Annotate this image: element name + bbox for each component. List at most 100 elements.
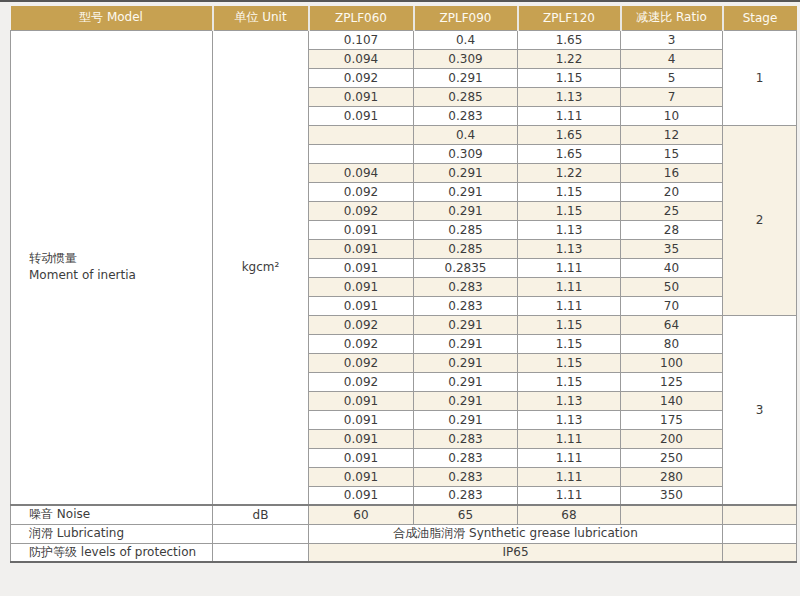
ratio-value-cell: 280	[621, 467, 723, 486]
zplf120-value-cell: 1.11	[518, 277, 621, 296]
zplf090-value-cell: 0.283	[414, 106, 518, 125]
noise-unit: dB	[213, 505, 309, 524]
zplf090-value-cell: 0.291	[414, 410, 518, 429]
header-cell-model: 型号 Model	[11, 6, 213, 30]
zplf120-value-cell: 1.15	[518, 372, 621, 391]
noise-stage-cell	[723, 505, 797, 524]
header-cell-zplf120: ZPLF120	[518, 6, 621, 30]
protection-value-cell: IP65	[309, 543, 723, 562]
zplf060-value-cell: 0.091	[309, 277, 414, 296]
stage-cell-3: 3	[723, 315, 797, 505]
zplf060-value-cell: 0.091	[309, 239, 414, 258]
ratio-value-cell: 64	[621, 315, 723, 334]
lubricating-unit-cell	[213, 524, 309, 543]
ratio-value-cell: 20	[621, 182, 723, 201]
zplf090-value-cell: 0.283	[414, 429, 518, 448]
zplf120-value-cell: 1.13	[518, 391, 621, 410]
zplf120-value-cell: 1.11	[518, 467, 621, 486]
zplf060-value-cell: 0.091	[309, 220, 414, 239]
zplf060-value-cell: 0.092	[309, 68, 414, 87]
zplf090-value-cell: 0.291	[414, 182, 518, 201]
zplf090-value-cell: 0.285	[414, 220, 518, 239]
zplf060-value-cell: 0.091	[309, 391, 414, 410]
zplf090-value-cell: 0.309	[414, 49, 518, 68]
zplf120-value-cell: 1.15	[518, 182, 621, 201]
noise-label: 噪音 Noise	[11, 505, 213, 524]
lubricating-row: 润滑 Lubricating 合成油脂润滑 Synthetic grease l…	[11, 524, 797, 543]
ratio-value-cell: 4	[621, 49, 723, 68]
ratio-value-cell: 28	[621, 220, 723, 239]
zplf090-value-cell: 0.291	[414, 201, 518, 220]
zplf090-value-cell: 0.283	[414, 486, 518, 505]
zplf060-value-cell: 0.092	[309, 353, 414, 372]
zplf060-value-cell: 0.092	[309, 372, 414, 391]
ratio-value-cell: 40	[621, 258, 723, 277]
inertia-body: 转动惯量Moment of inertiakgcm²0.1070.41.6531…	[11, 30, 797, 505]
protection-stage-cell	[723, 543, 797, 562]
header-cell-zplf090: ZPLF090	[414, 6, 518, 30]
zplf120-value-cell: 1.22	[518, 163, 621, 182]
table-header: 型号 Model 单位 Unit ZPLF060 ZPLF090 ZPLF120…	[11, 6, 797, 30]
ratio-value-cell: 125	[621, 372, 723, 391]
ratio-value-cell: 5	[621, 68, 723, 87]
zplf090-value-cell: 0.283	[414, 296, 518, 315]
zplf120-value-cell: 1.13	[518, 410, 621, 429]
zplf090-value-cell: 0.4	[414, 30, 518, 49]
ratio-value-cell: 10	[621, 106, 723, 125]
zplf060-value-cell: 0.091	[309, 467, 414, 486]
zplf120-value-cell: 1.15	[518, 353, 621, 372]
inertia-model-cell: 转动惯量Moment of inertia	[11, 30, 213, 505]
lubricating-value-cell: 合成油脂润滑 Synthetic grease lubrication	[309, 524, 723, 543]
ratio-value-cell: 3	[621, 30, 723, 49]
zplf090-value-cell: 0.283	[414, 277, 518, 296]
zplf060-value-cell	[309, 125, 414, 144]
zplf090-value-cell: 0.283	[414, 448, 518, 467]
ratio-value-cell: 16	[621, 163, 723, 182]
zplf060-value-cell: 0.092	[309, 334, 414, 353]
zplf060-value-cell: 0.092	[309, 315, 414, 334]
zplf120-value-cell: 1.11	[518, 429, 621, 448]
zplf060-value-cell: 0.092	[309, 201, 414, 220]
header-cell-unit: 单位 Unit	[213, 6, 309, 30]
zplf120-value-cell: 1.11	[518, 486, 621, 505]
protection-label: 防护等级 levels of protection	[11, 543, 213, 562]
inertia-unit-cell: kgcm²	[213, 30, 309, 505]
protection-unit-cell	[213, 543, 309, 562]
zplf060-value-cell	[309, 144, 414, 163]
zplf090-value-cell: 0.285	[414, 239, 518, 258]
ratio-value-cell: 175	[621, 410, 723, 429]
stage-cell-2: 2	[723, 125, 797, 315]
zplf120-value-cell: 1.11	[518, 448, 621, 467]
zplf120-value-cell: 1.11	[518, 106, 621, 125]
footer-body: 噪音 Noise dB 60 65 68 润滑 Lubricating 合成油脂…	[11, 505, 797, 562]
zplf090-value-cell: 0.291	[414, 315, 518, 334]
zplf120-value-cell: 1.15	[518, 315, 621, 334]
zplf060-value-cell: 0.091	[309, 429, 414, 448]
zplf060-value-cell: 0.091	[309, 448, 414, 467]
zplf090-value-cell: 0.291	[414, 353, 518, 372]
zplf060-value-cell: 0.091	[309, 106, 414, 125]
zplf120-value-cell: 1.22	[518, 49, 621, 68]
zplf120-value-cell: 1.11	[518, 258, 621, 277]
zplf060-value-cell: 0.092	[309, 182, 414, 201]
noise-row: 噪音 Noise dB 60 65 68	[11, 505, 797, 524]
ratio-value-cell: 70	[621, 296, 723, 315]
zplf120-value-cell: 1.13	[518, 239, 621, 258]
zplf120-value-cell: 1.65	[518, 144, 621, 163]
zplf120-value-cell: 1.65	[518, 30, 621, 49]
noise-zplf060-cell: 60	[309, 505, 414, 524]
zplf090-value-cell: 0.291	[414, 334, 518, 353]
zplf090-value-cell: 0.285	[414, 87, 518, 106]
noise-ratio-cell	[621, 505, 723, 524]
zplf090-value-cell: 0.2835	[414, 258, 518, 277]
zplf060-value-cell: 0.094	[309, 163, 414, 182]
zplf120-value-cell: 1.15	[518, 201, 621, 220]
zplf060-value-cell: 0.107	[309, 30, 414, 49]
ratio-value-cell: 12	[621, 125, 723, 144]
inertia-label-en: Moment of inertia	[29, 267, 212, 284]
zplf090-value-cell: 0.291	[414, 163, 518, 182]
zplf060-value-cell: 0.094	[309, 49, 414, 68]
noise-zplf090-cell: 65	[414, 505, 518, 524]
zplf120-value-cell: 1.11	[518, 296, 621, 315]
ratio-value-cell: 140	[621, 391, 723, 410]
